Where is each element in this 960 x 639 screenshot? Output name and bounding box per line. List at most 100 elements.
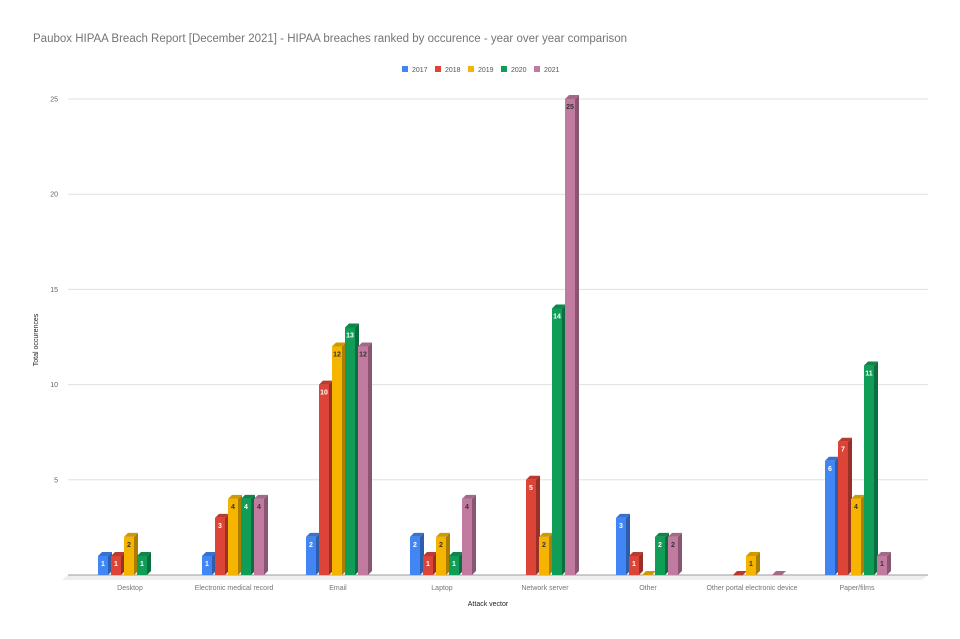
bar-2020-email: 13 bbox=[345, 323, 359, 575]
y-tick-label: 25 bbox=[50, 97, 58, 104]
data-label: 4 bbox=[244, 504, 248, 511]
bar-2019-network-server: 2 bbox=[539, 532, 553, 575]
data-label: 2 bbox=[413, 542, 417, 549]
bar-2019-email: 12 bbox=[332, 342, 346, 575]
data-label: 2 bbox=[439, 542, 443, 549]
data-label: 1 bbox=[452, 561, 456, 568]
category-label: Desktop bbox=[117, 585, 143, 592]
data-label: 1 bbox=[632, 561, 636, 568]
bar-2020-paper-films: 11 bbox=[864, 361, 878, 575]
legend-label-2018: 2018 bbox=[445, 67, 461, 74]
bar-2017-paper-films: 6 bbox=[825, 456, 839, 575]
bar-2018-laptop: 1 bbox=[423, 551, 437, 575]
bar-2019-electronic-medical-record: 4 bbox=[228, 494, 242, 575]
bar-2018-other-portal-electronic-device bbox=[733, 571, 747, 576]
legend: 2017 2018 2019 2020 2021 bbox=[402, 66, 560, 74]
data-label: 5 bbox=[529, 485, 533, 492]
bar-2021-other: 2 bbox=[668, 532, 682, 575]
legend-label-2021: 2021 bbox=[544, 67, 560, 74]
category-label: Email bbox=[329, 585, 347, 592]
bar-2020-laptop: 1 bbox=[449, 551, 463, 575]
data-label: 12 bbox=[333, 352, 341, 359]
bar-2021-email: 12 bbox=[358, 342, 372, 575]
bar-2018-network-server: 5 bbox=[526, 475, 540, 575]
bar-2020-other: 2 bbox=[655, 532, 669, 575]
data-label: 3 bbox=[218, 523, 222, 530]
data-label: 1 bbox=[749, 561, 753, 568]
legend-swatch-2021 bbox=[534, 66, 540, 72]
data-label: 11 bbox=[865, 371, 873, 378]
data-label: 2 bbox=[671, 542, 675, 549]
legend-swatch-2018 bbox=[435, 66, 441, 72]
data-label: 1 bbox=[101, 561, 105, 568]
bar-2017-laptop: 2 bbox=[410, 532, 424, 575]
chart-title: Paubox HIPAA Breach Report [December 202… bbox=[33, 33, 627, 45]
data-label: 1 bbox=[205, 561, 209, 568]
x-axis-label: Attack vector bbox=[468, 601, 509, 608]
bar-2021-laptop: 4 bbox=[462, 494, 476, 575]
category-label: Other portal electronic device bbox=[706, 585, 797, 592]
bar-2019-other-portal-electronic-device: 1 bbox=[746, 551, 760, 575]
data-label: 4 bbox=[231, 504, 235, 511]
bar-2019-paper-films: 4 bbox=[851, 494, 865, 575]
category-label: Paper/films bbox=[839, 585, 875, 592]
data-label: 1 bbox=[880, 561, 884, 568]
bar-2020-desktop: 1 bbox=[137, 551, 151, 575]
bar-2021-other-portal-electronic-device bbox=[772, 571, 786, 576]
category-label: Other bbox=[639, 585, 657, 592]
data-label: 4 bbox=[257, 504, 261, 511]
category-label: Electronic medical record bbox=[195, 585, 274, 592]
bar-2018-desktop: 1 bbox=[111, 551, 125, 575]
data-label: 4 bbox=[465, 504, 469, 511]
data-label: 1 bbox=[426, 561, 430, 568]
legend-swatch-2017 bbox=[402, 66, 408, 72]
data-label: 3 bbox=[619, 523, 623, 530]
y-axis-label: Total occurences bbox=[33, 313, 40, 366]
data-label: 4 bbox=[854, 504, 858, 511]
bar-2018-paper-films: 7 bbox=[838, 437, 852, 575]
bar-2017-email: 2 bbox=[306, 532, 320, 575]
y-tick-label: 15 bbox=[50, 287, 58, 294]
bar-2017-other: 3 bbox=[616, 513, 630, 575]
data-label: 7 bbox=[841, 447, 845, 454]
bar-2021-electronic-medical-record: 4 bbox=[254, 494, 268, 575]
legend-label-2017: 2017 bbox=[412, 67, 428, 74]
bar-2018-other: 1 bbox=[629, 551, 643, 575]
bar-2019-other bbox=[642, 571, 656, 576]
bar-2020-electronic-medical-record: 4 bbox=[241, 494, 255, 575]
data-label: 1 bbox=[114, 561, 118, 568]
bar-2018-email: 10 bbox=[319, 380, 333, 575]
category-labels: Desktop Electronic medical record Email Lap… bbox=[117, 585, 875, 592]
y-tick-label: 5 bbox=[54, 477, 58, 484]
legend-label-2020: 2020 bbox=[511, 67, 527, 74]
bar-2021-paper-films: 1 bbox=[877, 551, 891, 575]
data-label: 1 bbox=[140, 561, 144, 568]
bar-2021-network-server: 25 bbox=[565, 95, 579, 575]
bar-2019-laptop: 2 bbox=[436, 532, 450, 575]
data-label: 10 bbox=[320, 390, 328, 397]
bar-2017-desktop: 1 bbox=[98, 551, 112, 575]
category-label: Laptop bbox=[431, 585, 453, 592]
data-label: 2 bbox=[658, 542, 662, 549]
legend-swatch-2020 bbox=[501, 66, 507, 72]
legend-label-2019: 2019 bbox=[478, 67, 494, 74]
y-tick-label: 20 bbox=[50, 192, 58, 199]
category-label: Network server bbox=[521, 585, 569, 592]
legend-swatch-2019 bbox=[468, 66, 474, 72]
data-label: 13 bbox=[346, 332, 354, 339]
floor bbox=[62, 575, 928, 580]
bar-2019-desktop: 2 bbox=[124, 532, 138, 575]
data-label: 2 bbox=[309, 542, 313, 549]
bar-2018-electronic-medical-record: 3 bbox=[215, 513, 229, 575]
bar-2020-network-server: 14 bbox=[552, 304, 566, 575]
data-label: 2 bbox=[542, 542, 546, 549]
data-label: 12 bbox=[359, 352, 367, 359]
bar-2017-electronic-medical-record: 1 bbox=[202, 551, 216, 575]
data-label: 14 bbox=[553, 313, 561, 320]
data-label: 25 bbox=[566, 104, 574, 111]
data-label: 2 bbox=[127, 542, 131, 549]
y-tick-label: 10 bbox=[50, 382, 58, 389]
